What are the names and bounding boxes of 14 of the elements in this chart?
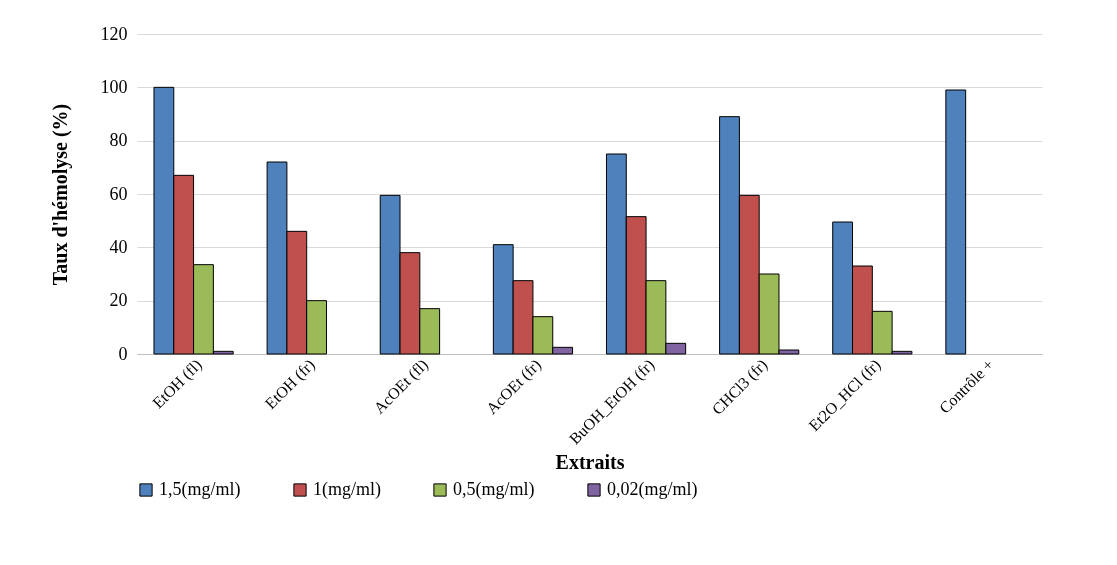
legend-label: 0,5(mg/ml) bbox=[453, 479, 535, 500]
y-tick-label: 20 bbox=[109, 290, 128, 311]
bar bbox=[945, 89, 967, 355]
legend-label: 1(mg/ml) bbox=[313, 479, 381, 500]
y-tick-label: 80 bbox=[109, 130, 128, 151]
x-axis-title: Extraits bbox=[555, 451, 625, 474]
y-tick-label: 100 bbox=[100, 76, 128, 97]
y-axis-title: Taux d'hémolyse (%) bbox=[48, 103, 72, 286]
legend-label: 0,02(mg/ml) bbox=[607, 479, 698, 500]
y-tick-label: 60 bbox=[109, 183, 128, 204]
y-tick-label: 40 bbox=[109, 236, 128, 257]
y-tick-label: 0 bbox=[118, 343, 128, 364]
y-tick-label: 120 bbox=[100, 23, 128, 44]
legend-label: 1,5(mg/ml) bbox=[159, 479, 241, 500]
